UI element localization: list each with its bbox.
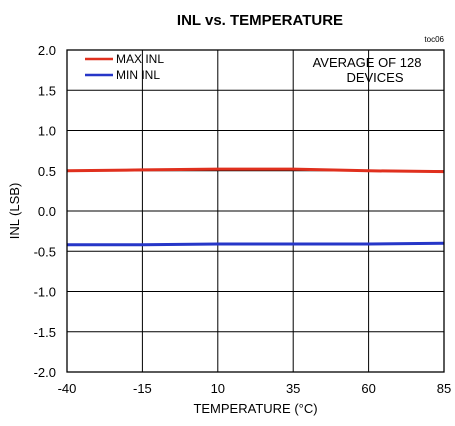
legend-label-max-inl: MAX INL [116,52,164,66]
x-tick-label: 60 [361,381,375,396]
data-series [66,167,445,247]
x-axis-label: TEMPERATURE (°C) [193,401,317,416]
y-tick-label: -1.0 [34,285,56,300]
x-tick-label: -15 [133,381,152,396]
y-tick-labels: -2.0 -1.5 -1.0 -0.5 0.0 0.5 1.0 1.5 2.0 [34,43,56,380]
series-line-min-inl [67,241,445,247]
chart-title: INL vs. TEMPERATURE [177,12,343,29]
annotation-line-2: DEVICES [346,70,403,85]
y-tick-label: 1.5 [38,83,56,98]
figure-id: toc06 [424,35,444,44]
x-tick-label: 35 [286,381,300,396]
x-tick-label: 10 [211,381,225,396]
x-tick-labels: -40 -15 10 35 60 85 [58,381,452,396]
annotation: AVERAGE OF 128 DEVICES [313,55,422,85]
series-line-max-inl [66,167,445,174]
y-tick-label: 0.0 [38,204,56,219]
y-axis-label: INL (LSB) [7,183,22,240]
legend: MAX INL MIN INL [85,52,164,82]
y-tick-label: 0.5 [38,164,56,179]
y-tick-label: 1.0 [38,124,56,139]
plot-frame [66,49,445,373]
y-tick-label: 2.0 [38,43,56,58]
y-tick-label: -0.5 [34,244,56,259]
x-tick-label: -40 [58,381,77,396]
legend-label-min-inl: MIN INL [116,68,160,82]
y-tick-label: -2.0 [34,365,56,380]
annotation-line-1: AVERAGE OF 128 [313,55,422,70]
grid-lines [66,49,445,373]
x-tick-label: 85 [437,381,451,396]
y-tick-label: -1.5 [34,325,56,340]
